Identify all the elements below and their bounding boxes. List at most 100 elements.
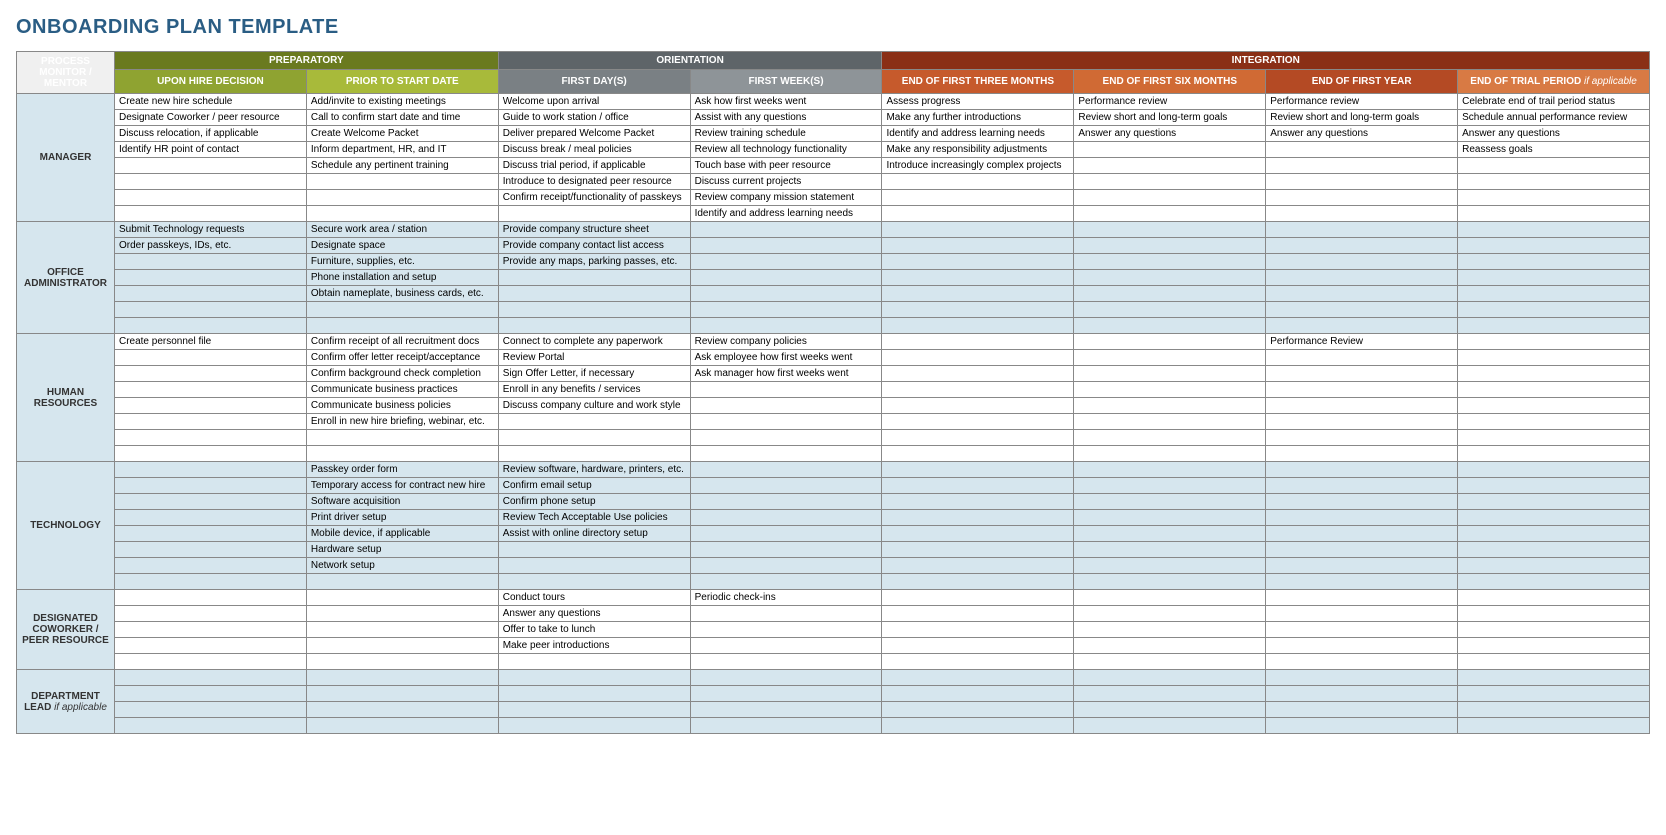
task-cell: Create Welcome Packet: [306, 126, 498, 142]
task-cell: Inform department, HR, and IT: [306, 142, 498, 158]
task-cell: [882, 286, 1074, 302]
task-cell: [882, 462, 1074, 478]
task-cell: Passkey order form: [306, 462, 498, 478]
task-cell: [1074, 462, 1266, 478]
task-cell: [114, 158, 306, 174]
task-cell: [498, 654, 690, 670]
task-cell: Provide any maps, parking passes, etc.: [498, 254, 690, 270]
task-cell: [498, 414, 690, 430]
task-cell: Periodic check-ins: [690, 590, 882, 606]
task-cell: [1074, 446, 1266, 462]
task-cell: [882, 254, 1074, 270]
task-cell: [114, 206, 306, 222]
subphase-header: END OF FIRST SIX MONTHS: [1074, 70, 1266, 94]
task-cell: [882, 190, 1074, 206]
task-cell: [1074, 670, 1266, 686]
task-cell: [1074, 542, 1266, 558]
task-cell: [882, 238, 1074, 254]
task-cell: [114, 718, 306, 734]
task-cell: Discuss relocation, if applicable: [114, 126, 306, 142]
task-cell: [1458, 638, 1650, 654]
task-cell: Identify and address learning needs: [690, 206, 882, 222]
task-cell: [1074, 622, 1266, 638]
task-cell: [306, 206, 498, 222]
task-cell: [498, 318, 690, 334]
task-cell: [114, 190, 306, 206]
task-cell: [306, 302, 498, 318]
task-cell: Software acquisition: [306, 494, 498, 510]
task-cell: [1074, 334, 1266, 350]
task-cell: Temporary access for contract new hire: [306, 478, 498, 494]
role-label: TECHNOLOGY: [17, 462, 115, 590]
task-cell: Identify and address learning needs: [882, 126, 1074, 142]
task-cell: [690, 414, 882, 430]
task-cell: [690, 318, 882, 334]
task-cell: [1458, 270, 1650, 286]
task-cell: [114, 558, 306, 574]
task-cell: [882, 446, 1074, 462]
task-cell: [1458, 350, 1650, 366]
task-cell: [498, 286, 690, 302]
task-cell: [690, 286, 882, 302]
task-cell: [882, 270, 1074, 286]
task-cell: [114, 638, 306, 654]
task-cell: Submit Technology requests: [114, 222, 306, 238]
task-cell: [114, 430, 306, 446]
task-cell: [498, 430, 690, 446]
task-cell: Performance Review: [1266, 334, 1458, 350]
task-cell: Review company policies: [690, 334, 882, 350]
task-cell: [690, 670, 882, 686]
task-cell: [1074, 206, 1266, 222]
task-cell: [1458, 446, 1650, 462]
subphase-header: END OF FIRST YEAR: [1266, 70, 1458, 94]
task-cell: Touch base with peer resource: [690, 158, 882, 174]
task-cell: [498, 670, 690, 686]
task-cell: [882, 414, 1074, 430]
task-cell: [1458, 382, 1650, 398]
task-cell: Celebrate end of trail period status: [1458, 94, 1650, 110]
task-cell: Hardware setup: [306, 542, 498, 558]
task-cell: [1458, 718, 1650, 734]
task-cell: [882, 430, 1074, 446]
task-cell: [114, 382, 306, 398]
task-cell: Print driver setup: [306, 510, 498, 526]
task-cell: [1458, 318, 1650, 334]
subphase-header: END OF TRIAL PERIOD if applicable: [1458, 70, 1650, 94]
task-cell: [1458, 222, 1650, 238]
task-cell: [114, 574, 306, 590]
task-cell: [498, 446, 690, 462]
task-cell: [690, 686, 882, 702]
task-cell: [1074, 718, 1266, 734]
task-cell: [1266, 222, 1458, 238]
task-cell: [882, 526, 1074, 542]
task-cell: [1266, 142, 1458, 158]
task-cell: [1266, 686, 1458, 702]
task-cell: [690, 494, 882, 510]
task-cell: [498, 270, 690, 286]
subphase-header: END OF FIRST THREE MONTHS: [882, 70, 1074, 94]
task-cell: [114, 670, 306, 686]
task-cell: [114, 542, 306, 558]
task-cell: Assist with any questions: [690, 110, 882, 126]
task-cell: Confirm background check completion: [306, 366, 498, 382]
task-cell: [114, 350, 306, 366]
task-cell: [114, 174, 306, 190]
task-cell: [1266, 206, 1458, 222]
task-cell: Reassess goals: [1458, 142, 1650, 158]
task-cell: [882, 318, 1074, 334]
phase-header: ORIENTATION: [498, 52, 882, 70]
task-cell: [882, 206, 1074, 222]
task-cell: [882, 302, 1074, 318]
task-cell: Create personnel file: [114, 334, 306, 350]
task-cell: Introduce increasingly complex projects: [882, 158, 1074, 174]
role-label: OFFICE ADMINISTRATOR: [17, 222, 115, 334]
task-cell: [882, 478, 1074, 494]
task-cell: [1266, 286, 1458, 302]
task-cell: Make any responsibility adjustments: [882, 142, 1074, 158]
task-cell: [1458, 366, 1650, 382]
task-cell: [1074, 638, 1266, 654]
task-cell: [882, 702, 1074, 718]
task-cell: [1458, 702, 1650, 718]
task-cell: [1074, 286, 1266, 302]
task-cell: [306, 638, 498, 654]
